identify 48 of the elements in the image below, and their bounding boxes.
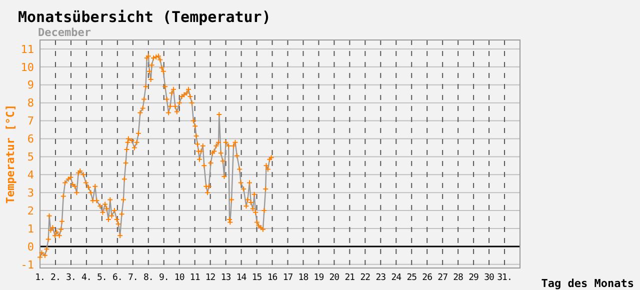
y-tick-label: -1 [20,258,34,272]
x-tick-label: 10 [174,273,184,283]
x-tick-label: 13 [220,273,231,283]
y-tick-label: 4 [27,168,34,182]
x-tick-label: 2. [50,273,60,283]
x-tick-label: 3. [66,273,76,283]
x-tick-label: 25 [406,273,417,283]
x-tick-label: 28 [453,273,464,283]
y-tick-label: 11 [20,42,34,56]
x-tick-label: 20 [329,273,340,283]
y-tick-label: 9 [27,78,34,92]
y-tick-label: 8 [27,96,34,110]
y-tick-label: 5 [27,150,34,164]
x-tick-label: 11 [190,273,200,283]
x-tick-label: 30 [484,273,494,283]
x-tick-label: 14 [236,273,246,283]
y-tick-label: 10 [20,60,34,74]
x-tick-label: 8. [143,273,154,283]
chart-title: Monatsübersicht (Temperatur) [18,8,271,26]
x-tick-label: 7. [128,273,138,283]
x-tick-label: 6. [112,273,122,283]
y-tick-label: 7 [27,114,34,128]
chart-subtitle: December [38,26,92,39]
x-axis-title: Tag des Monats [541,277,634,290]
x-tick-label: 1. [35,273,45,283]
x-tick-label: 15 [252,273,262,283]
x-tick-label: 26 [422,273,432,283]
x-tick-label: 9. [158,273,169,283]
x-tick-label: 31. [497,273,512,283]
x-tick-label: 19 [314,273,324,283]
x-tick-label: 5. [97,273,107,283]
x-tick-label: 24 [391,273,402,283]
y-axis-title: Temperatur [°C] [4,104,17,204]
x-tick-label: 4. [82,273,92,283]
x-tick-label: 27 [438,273,448,283]
x-tick-label: 12 [205,273,216,283]
y-tick-label: 0 [27,240,34,254]
x-tick-label: 22 [360,273,370,283]
x-tick-label: 23 [376,273,386,283]
y-tick-label: 2 [27,204,34,218]
x-tick-label: 21 [344,273,355,283]
x-tick-label: 17 [282,273,293,283]
x-tick-label: 18 [298,273,308,283]
x-tick-label: 16 [267,273,278,283]
x-tick-label: 29 [468,273,479,283]
y-tick-label: 6 [27,132,34,146]
y-tick-label: 1 [27,222,34,236]
y-tick-label: 3 [27,186,34,200]
